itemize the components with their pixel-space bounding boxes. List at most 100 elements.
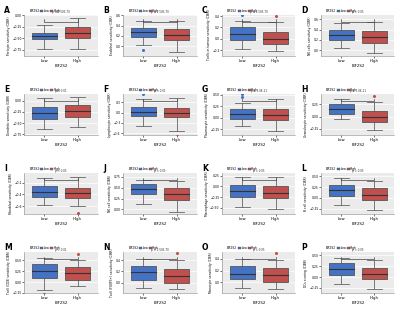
- Text: N: N: [103, 243, 110, 252]
- Text: F: F: [103, 85, 108, 94]
- X-axis label: EIF2S2: EIF2S2: [351, 143, 364, 147]
- Y-axis label: Pericyte sensitivity (CIBR): Pericyte sensitivity (CIBR): [7, 16, 11, 55]
- Bar: [362, 31, 387, 43]
- Bar: [164, 188, 189, 200]
- Y-axis label: Dendritic sensitivity (CIBR): Dendritic sensitivity (CIBR): [7, 95, 11, 135]
- Legend: EIF2S2, Low, High: EIF2S2, Low, High: [323, 8, 357, 13]
- Legend: EIF2S2, Low, High: EIF2S2, Low, High: [125, 88, 159, 92]
- Text: p < 2.50E-70: p < 2.50E-70: [52, 10, 70, 14]
- Bar: [65, 27, 90, 39]
- Bar: [263, 268, 288, 282]
- Text: H: H: [301, 85, 307, 94]
- Text: p < 0.05: p < 0.05: [352, 248, 364, 252]
- X-axis label: EIF2S2: EIF2S2: [153, 143, 167, 147]
- Y-axis label: Plasmacyte sensitivity (CIBR): Plasmacyte sensitivity (CIBR): [205, 93, 209, 137]
- Bar: [131, 107, 156, 116]
- Bar: [329, 185, 354, 196]
- Y-axis label: Macrophage sensitivity (CIBR): Macrophage sensitivity (CIBR): [205, 171, 209, 216]
- Y-axis label: Fibroblast sensitivity (CIBR): Fibroblast sensitivity (CIBR): [9, 173, 13, 214]
- Text: p < 5.0E-11: p < 5.0E-11: [350, 89, 366, 93]
- Y-axis label: Lymphocyte sensitivity (CIBR): Lymphocyte sensitivity (CIBR): [108, 92, 112, 137]
- Legend: EIF2S2, Low, High: EIF2S2, Low, High: [26, 8, 60, 13]
- Bar: [65, 188, 90, 198]
- Legend: EIF2S2, Low, High: EIF2S2, Low, High: [224, 88, 258, 92]
- Legend: EIF2S2, Low, High: EIF2S2, Low, High: [323, 167, 357, 171]
- Text: B: B: [103, 6, 109, 15]
- X-axis label: EIF2S2: EIF2S2: [252, 143, 266, 147]
- Text: M: M: [4, 243, 12, 252]
- Text: p < 0.05: p < 0.05: [55, 169, 67, 173]
- Bar: [263, 32, 288, 44]
- Text: p < 0.05: p < 0.05: [352, 169, 364, 173]
- X-axis label: EIF2S2: EIF2S2: [252, 222, 266, 226]
- X-axis label: EIF2S2: EIF2S2: [351, 301, 364, 305]
- Bar: [362, 267, 387, 279]
- Bar: [32, 107, 57, 118]
- Bar: [362, 111, 387, 122]
- Text: C: C: [202, 6, 208, 15]
- Bar: [164, 29, 189, 40]
- Text: L: L: [301, 164, 306, 173]
- Bar: [230, 266, 255, 279]
- Text: p < 2.50E-70: p < 2.50E-70: [151, 10, 169, 14]
- Y-axis label: DCs scoring (CIBR): DCs scoring (CIBR): [304, 259, 308, 287]
- Legend: EIF2S2, Low, High: EIF2S2, Low, High: [125, 167, 159, 171]
- Bar: [164, 268, 189, 283]
- Text: O: O: [202, 243, 208, 252]
- Bar: [65, 267, 90, 280]
- Legend: EIF2S2, Low, High: EIF2S2, Low, High: [224, 246, 258, 250]
- Bar: [32, 264, 57, 278]
- Legend: EIF2S2, Low, High: EIF2S2, Low, High: [323, 88, 357, 92]
- Text: p < 0.05: p < 0.05: [352, 10, 364, 14]
- X-axis label: EIF2S2: EIF2S2: [252, 301, 266, 305]
- Y-axis label: NK cells sensitivity (CIBR): NK cells sensitivity (CIBR): [308, 16, 312, 55]
- Y-axis label: T cell (FOXP3+) sensitivity (CIBR): T cell (FOXP3+) sensitivity (CIBR): [110, 248, 114, 298]
- Text: p < 0.05: p < 0.05: [253, 169, 265, 173]
- Legend: EIF2S2, Low, High: EIF2S2, Low, High: [26, 246, 60, 250]
- Bar: [230, 27, 255, 40]
- X-axis label: EIF2S2: EIF2S2: [54, 64, 68, 68]
- Bar: [230, 109, 255, 119]
- Bar: [329, 263, 354, 275]
- Y-axis label: Monocyte sensitivity (CIBR): Monocyte sensitivity (CIBR): [209, 253, 213, 293]
- X-axis label: EIF2S2: EIF2S2: [54, 222, 68, 226]
- Y-axis label: Granulocyte sensitivity (CIBR): Granulocyte sensitivity (CIBR): [304, 92, 308, 137]
- Bar: [131, 28, 156, 37]
- X-axis label: EIF2S2: EIF2S2: [54, 301, 68, 305]
- Text: p < 0.05: p < 0.05: [253, 248, 265, 252]
- Y-axis label: Endothel sensitivity (CIBR): Endothel sensitivity (CIBR): [110, 16, 114, 55]
- Legend: EIF2S2, Low, High: EIF2S2, Low, High: [125, 246, 159, 250]
- Bar: [329, 30, 354, 40]
- Text: A: A: [4, 6, 10, 15]
- Bar: [131, 184, 156, 194]
- Y-axis label: NK cell sensitivity (CIBR): NK cell sensitivity (CIBR): [108, 175, 112, 212]
- Bar: [230, 185, 255, 197]
- Text: P: P: [301, 243, 306, 252]
- Bar: [329, 104, 354, 114]
- Y-axis label: T cells in tumour sensitivity (CIBR): T cells in tumour sensitivity (CIBR): [207, 10, 211, 61]
- Bar: [164, 109, 189, 117]
- X-axis label: EIF2S2: EIF2S2: [54, 143, 68, 147]
- Y-axis label: B cell sensitivity (CIBR): B cell sensitivity (CIBR): [304, 176, 308, 211]
- Text: p < 5.0E-11: p < 5.0E-11: [251, 89, 267, 93]
- Text: p < 2.50E-70: p < 2.50E-70: [151, 248, 169, 252]
- Text: p < 0.01: p < 0.01: [55, 248, 67, 252]
- Text: p < 0.01: p < 0.01: [154, 89, 166, 93]
- Text: I: I: [4, 164, 7, 173]
- Text: K: K: [202, 164, 208, 173]
- Bar: [32, 33, 57, 39]
- Bar: [263, 109, 288, 120]
- Text: p < 2.50E-70: p < 2.50E-70: [250, 10, 268, 14]
- Bar: [263, 186, 288, 198]
- Text: p < 0.01: p < 0.01: [55, 89, 67, 93]
- X-axis label: EIF2S2: EIF2S2: [153, 301, 167, 305]
- Bar: [65, 105, 90, 117]
- Y-axis label: T cell (CD8) sensitivity (CIBR): T cell (CD8) sensitivity (CIBR): [7, 251, 11, 295]
- Text: D: D: [301, 6, 307, 15]
- Text: J: J: [103, 164, 106, 173]
- Bar: [131, 266, 156, 280]
- X-axis label: EIF2S2: EIF2S2: [252, 64, 266, 68]
- X-axis label: EIF2S2: EIF2S2: [153, 222, 167, 226]
- Legend: EIF2S2, Low, High: EIF2S2, Low, High: [224, 167, 258, 171]
- Legend: EIF2S2, Low, High: EIF2S2, Low, High: [224, 8, 258, 13]
